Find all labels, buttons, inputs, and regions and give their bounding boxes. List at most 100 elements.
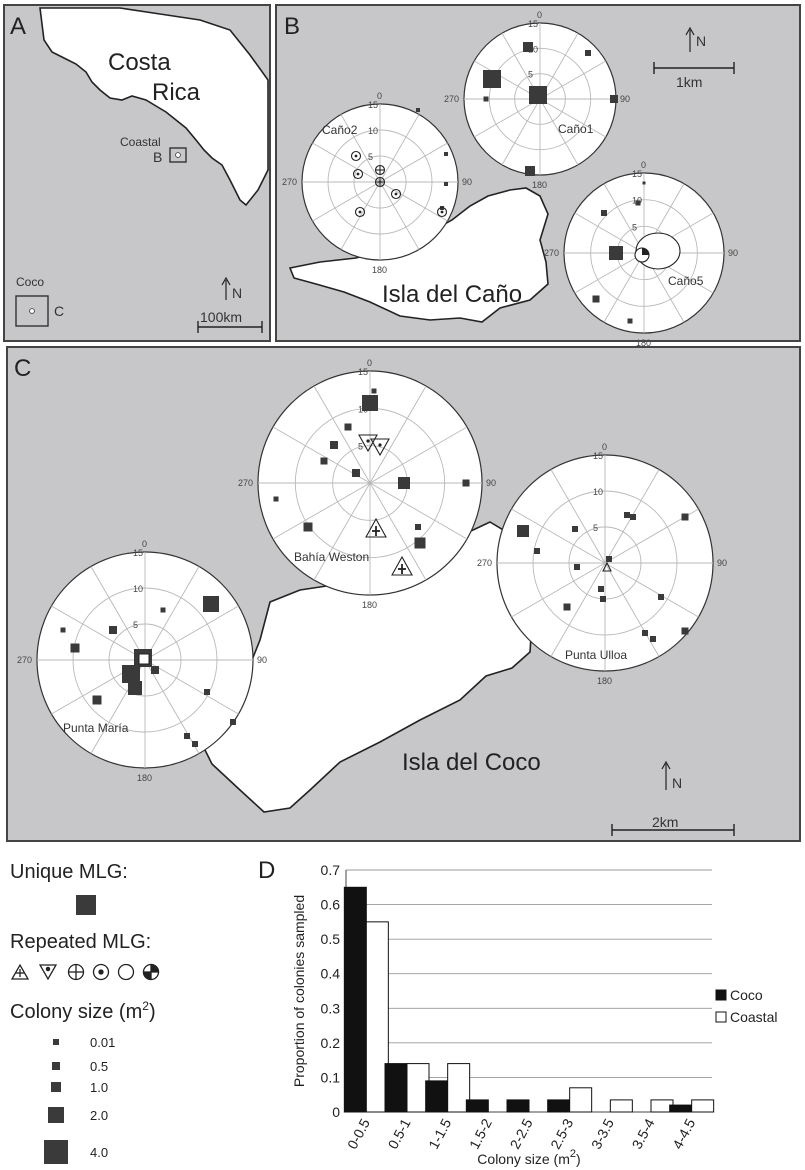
legend-size-square [48,1107,64,1123]
bearing-label-270: 270 [544,248,559,258]
open-circle-icon [117,963,135,981]
colony-unique-mlg [574,564,580,570]
polar-spoke [379,114,420,183]
polar-radial-tick: 15 [593,451,603,461]
circle-dot-icon [436,206,448,218]
polar-spoke [312,142,381,183]
circle-dot-center [354,154,358,158]
colony-unique-mlg [203,596,219,612]
colony-unique-mlg [592,295,600,303]
chart-legend-label-coco: Coco [730,987,763,1003]
polar-plot-ca-o2: 5 10 150 90 180 270 Caño2 [282,91,472,275]
polar-plots: 51015090180270Caño251015090180270Caño151… [17,10,738,783]
polar-radial-tick: 10 [593,487,603,497]
polar-radial-tick: 5 [632,222,637,232]
inverted-triangle-dot-icon [38,964,58,981]
polar-spoke [90,566,146,661]
scale-bar-b: 1km [653,62,735,90]
bearing-label-90: 90 [620,94,630,104]
x-tick-label: 0.5-1 [385,1116,414,1152]
polar-spoke [51,605,146,661]
bar-coco-4-4.5 [669,1104,693,1113]
north-label-b: N [696,33,706,49]
polar-spoke [144,605,239,661]
bearing-label-0: 0 [142,539,147,549]
circle-dot-icon [390,188,402,200]
polar-spoke [550,469,606,564]
scale-bar-c: 2km [611,814,735,836]
site-name-label: Caño5 [668,274,704,288]
polar-spoke [144,566,200,661]
polar-spoke [340,114,381,183]
colony-unique-mlg [192,741,198,747]
colony-unique-mlg [483,70,501,88]
chart-legend-swatch-coastal [715,1011,727,1023]
colony-unique-mlg [230,719,236,725]
site-name-label: Caño2 [322,123,358,137]
polar-spoke [539,98,579,166]
colony-unique-mlg [352,469,360,477]
colony-unique-mlg [444,182,448,186]
country-label-line2: Rica [152,79,201,106]
scale-label-c: 2km [652,814,678,830]
bar-coco-0.5-1 [384,1063,408,1113]
bearing-label-0: 0 [641,160,646,170]
bearing-label-90: 90 [257,655,267,665]
triangle-plus-icon [365,517,387,538]
y-tick-label: 0.7 [321,862,341,878]
x-tick-label: 2.5-3 [547,1116,576,1152]
inverted-triangle-dot [378,443,382,447]
colony-unique-mlg [151,666,159,674]
colony-unique-mlg [128,681,142,695]
isla-del-coco-label: Isla del Coco [402,749,541,776]
bearing-label-180: 180 [532,180,547,190]
colony-unique-mlg [534,548,540,554]
legend-unique-title: Unique MLG: [10,861,128,883]
open-square-icon [138,653,150,665]
colony-unique-mlg [70,643,80,653]
polar-spoke [313,482,371,581]
coastal-inset-box [169,147,187,163]
north-arrow-a: N [221,276,242,301]
bar-coastal-1-1.5 [447,1063,471,1113]
quartered-circle-icon [142,963,160,981]
coco-label: Coco [16,275,44,289]
bearing-label-180: 180 [372,265,387,275]
colony-unique-mlg [601,210,607,216]
polar-radial-tick: 5 [133,620,138,630]
colony-unique-mlg [610,95,618,103]
inverted-triangle-dot [366,439,370,443]
y-tick-label: 0.3 [321,1000,341,1016]
circle-dot-center [440,210,444,214]
costa-rica-landmass [39,7,269,207]
colony-unique-mlg [415,524,421,530]
colony-unique-mlg [606,556,612,562]
colony-unique-mlg [184,733,190,739]
polar-spoke [313,385,371,484]
polar-spoke [379,142,448,183]
polar-spoke [539,60,607,100]
bearing-label-180: 180 [636,338,651,348]
colony-unique-mlg [627,318,633,324]
colony-unique-mlg [109,626,117,634]
polar-spoke [369,482,427,581]
y-tick-label: 0.6 [321,897,341,913]
chart-legend-label-coastal: Coastal [730,1009,777,1025]
colony-unique-mlg [585,50,591,56]
polar-spoke [511,562,606,618]
bearing-label-180: 180 [362,600,377,610]
coastal-label: Coastal [120,135,161,149]
colony-unique-mlg [60,627,66,633]
colony-unique-mlg [642,181,646,185]
x-tick-label: 0-0.5 [344,1116,373,1152]
legend-size-square [52,1062,60,1070]
country-label-line1: Costa [108,49,171,76]
polar-spoke [369,482,468,540]
bearing-label-270: 270 [282,177,297,187]
bar-coco-1.5-2 [465,1099,489,1113]
x-tick-label: 4-4.5 [669,1116,698,1152]
panel-b-letter: B [284,13,300,40]
colony-unique-mlg [630,514,636,520]
bearing-label-90: 90 [486,478,496,488]
legend-size-label: 0.01 [90,1035,115,1050]
